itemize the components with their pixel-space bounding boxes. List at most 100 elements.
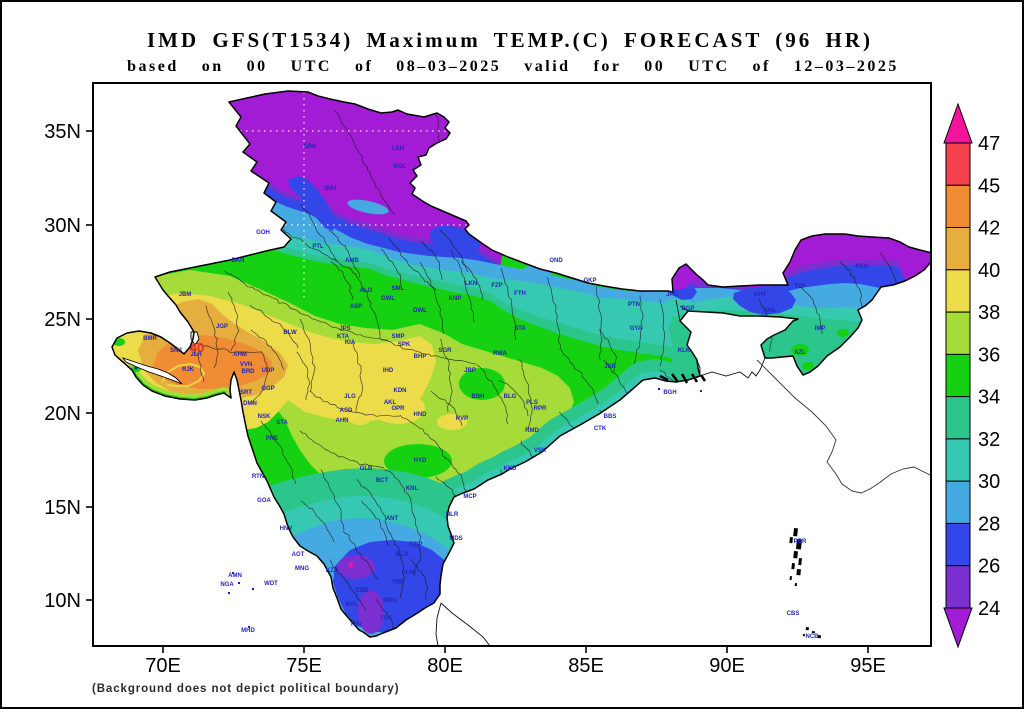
svg-text:40: 40 xyxy=(978,260,1000,282)
svg-text:BHP: BHP xyxy=(414,354,427,360)
svg-text:GYA: GYA xyxy=(630,326,643,332)
svg-text:SGR: SGR xyxy=(438,348,452,354)
svg-text:MDS: MDS xyxy=(449,536,462,542)
svg-text:TUT: TUT xyxy=(380,616,392,622)
svg-text:VSK: VSK xyxy=(534,448,547,454)
svg-text:HYD: HYD xyxy=(414,458,427,464)
svg-text:TRV: TRV xyxy=(350,622,362,628)
svg-text:PBR: PBR xyxy=(794,539,807,545)
svg-text:VVN: VVN xyxy=(240,362,252,368)
svg-text:95E: 95E xyxy=(850,655,886,677)
svg-text:KZK: KZK xyxy=(326,568,339,574)
svg-text:90E: 90E xyxy=(709,655,745,677)
svg-text:PSG: PSG xyxy=(856,264,869,270)
svg-text:ANT: ANT xyxy=(386,516,399,522)
svg-text:SNJ: SNJ xyxy=(170,348,182,354)
svg-text:(Background does not depict po: (Background does not depict political bo… xyxy=(92,683,399,695)
svg-text:GWL: GWL xyxy=(381,296,395,302)
svg-text:20N: 20N xyxy=(44,403,81,425)
svg-text:BLW: BLW xyxy=(283,330,297,336)
svg-text:KNL: KNL xyxy=(406,486,419,492)
svg-text:CBS: CBS xyxy=(787,611,800,617)
svg-text:STA: STA xyxy=(514,326,526,332)
svg-text:BGH: BGH xyxy=(663,390,676,396)
svg-text:LKN: LKN xyxy=(465,281,477,287)
svg-text:DWL: DWL xyxy=(413,308,427,314)
svg-text:JLG: JLG xyxy=(344,394,356,400)
svg-text:KGL: KGL xyxy=(394,164,407,170)
svg-text:SPK: SPK xyxy=(398,342,411,348)
svg-text:38: 38 xyxy=(978,302,1000,324)
svg-text:JPS: JPS xyxy=(339,326,350,332)
svg-text:AKL: AKL xyxy=(384,400,397,406)
svg-text:JBM: JBM xyxy=(179,292,192,298)
svg-text:AGT: AGT xyxy=(292,552,305,558)
svg-text:NGA: NGA xyxy=(220,582,234,588)
svg-text:CBE: CBE xyxy=(356,588,369,594)
svg-text:FZP: FZP xyxy=(491,283,502,289)
svg-text:25N: 25N xyxy=(44,309,81,331)
svg-text:IMP: IMP xyxy=(815,326,826,332)
svg-text:BMR: BMR xyxy=(143,336,157,342)
svg-text:RWA: RWA xyxy=(493,351,508,357)
svg-text:SRN: SRN xyxy=(304,144,317,150)
svg-text:RJK: RJK xyxy=(182,367,195,373)
svg-text:MNG: MNG xyxy=(295,566,309,572)
svg-text:BLG: BLG xyxy=(504,394,517,400)
svg-text:BLR: BLR xyxy=(396,552,409,558)
svg-text:ASP: ASP xyxy=(350,304,362,310)
svg-text:KLK: KLK xyxy=(678,348,691,354)
svg-text:PTL: PTL xyxy=(312,244,324,250)
svg-text:KDN: KDN xyxy=(394,388,407,394)
svg-text:35N: 35N xyxy=(44,121,81,143)
svg-text:BGP: BGP xyxy=(681,306,694,312)
svg-text:ASD: ASD xyxy=(340,408,353,414)
svg-text:NLR: NLR xyxy=(446,512,459,518)
svg-text:BBS: BBS xyxy=(604,414,617,420)
svg-text:RMD: RMD xyxy=(525,428,539,434)
svg-text:JPG: JPG xyxy=(666,292,678,298)
svg-text:NCB: NCB xyxy=(806,634,820,640)
svg-text:34: 34 xyxy=(978,387,1000,409)
svg-text:RTN: RTN xyxy=(252,474,264,480)
svg-text:KTA: KTA xyxy=(337,334,350,340)
svg-text:KNP: KNP xyxy=(449,296,462,302)
svg-text:JGP: JGP xyxy=(216,324,228,330)
svg-text:80E: 80E xyxy=(427,655,463,677)
svg-text:based on 00 UTC of 08–03–2025: based on 00 UTC of 08–03–2025 valid for … xyxy=(127,58,899,75)
svg-text:WDT: WDT xyxy=(264,581,278,587)
svg-text:RPR: RPR xyxy=(534,406,547,412)
svg-text:MDU: MDU xyxy=(383,598,397,604)
svg-text:SLM: SLM xyxy=(402,570,415,576)
svg-text:GOA: GOA xyxy=(257,498,271,504)
svg-text:PTN: PTN xyxy=(628,302,640,308)
svg-text:AMN: AMN xyxy=(228,573,242,579)
svg-text:KKD: KKD xyxy=(504,466,518,472)
svg-text:IHD: IHD xyxy=(383,368,394,374)
svg-text:NSK: NSK xyxy=(258,414,271,420)
svg-text:HND: HND xyxy=(414,412,428,418)
svg-text:AZL: AZL xyxy=(794,350,806,356)
svg-text:BKN: BKN xyxy=(232,258,245,264)
svg-text:BRD: BRD xyxy=(242,369,256,375)
svg-text:MHD: MHD xyxy=(241,628,255,634)
svg-text:AHM: AHM xyxy=(233,352,247,358)
svg-text:36: 36 xyxy=(978,344,1000,366)
svg-text:40: 40 xyxy=(190,340,204,355)
svg-text:MCP: MCP xyxy=(463,494,476,500)
svg-text:BCT: BCT xyxy=(376,478,389,484)
svg-text:SML: SML xyxy=(392,286,405,292)
svg-text:75E: 75E xyxy=(286,655,322,677)
svg-text:30: 30 xyxy=(978,471,1000,493)
svg-text:AHN: AHN xyxy=(336,418,349,424)
svg-text:JLR: JLR xyxy=(190,352,202,358)
svg-text:TZP: TZP xyxy=(794,284,805,290)
svg-text:KKL: KKL xyxy=(346,602,359,608)
svg-text:KIA: KIA xyxy=(345,340,356,346)
svg-text:FTH: FTH xyxy=(514,291,526,297)
svg-text:PLS: PLS xyxy=(526,400,538,406)
svg-text:OND: OND xyxy=(549,258,563,264)
svg-text:GLB: GLB xyxy=(360,466,373,472)
svg-text:STA: STA xyxy=(276,420,288,426)
svg-text:GKP: GKP xyxy=(583,278,596,284)
